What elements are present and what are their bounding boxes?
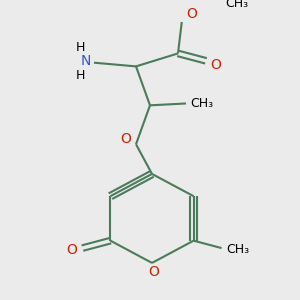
Text: H: H xyxy=(75,41,85,54)
Text: O: O xyxy=(187,8,197,22)
Text: CH₃: CH₃ xyxy=(226,243,249,256)
Text: O: O xyxy=(148,265,159,279)
Text: O: O xyxy=(66,243,77,257)
Text: O: O xyxy=(121,132,131,146)
Text: N: N xyxy=(81,54,91,68)
Text: CH₃: CH₃ xyxy=(225,0,249,10)
Text: H: H xyxy=(75,69,85,82)
Text: CH₃: CH₃ xyxy=(190,97,214,110)
Text: O: O xyxy=(211,58,221,71)
